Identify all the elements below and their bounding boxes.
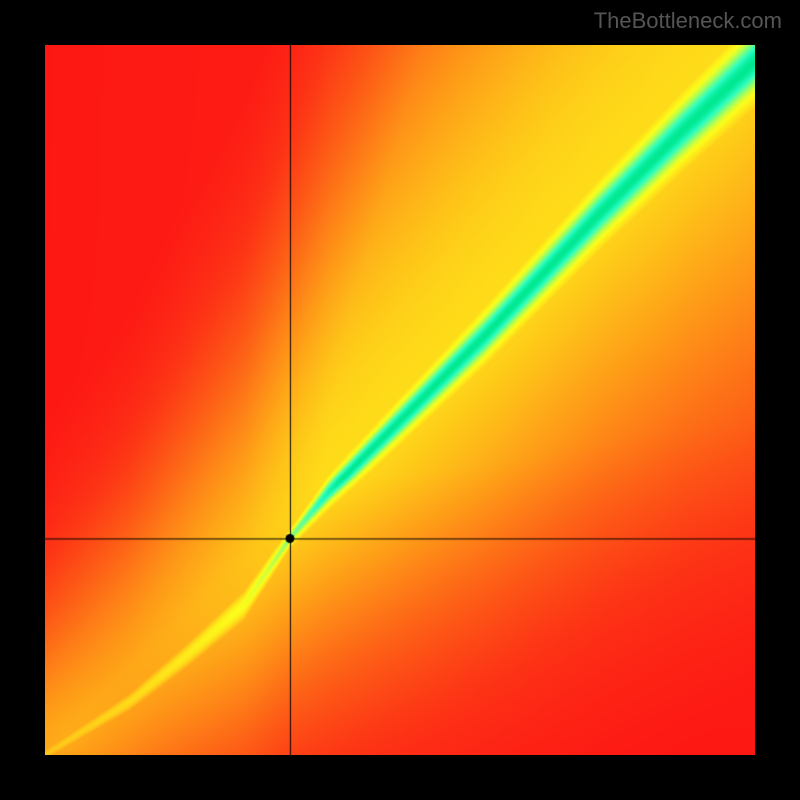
heatmap-canvas [45, 45, 755, 755]
plot-area [45, 45, 755, 755]
watermark-text: TheBottleneck.com [594, 8, 782, 34]
chart-container: TheBottleneck.com [0, 0, 800, 800]
